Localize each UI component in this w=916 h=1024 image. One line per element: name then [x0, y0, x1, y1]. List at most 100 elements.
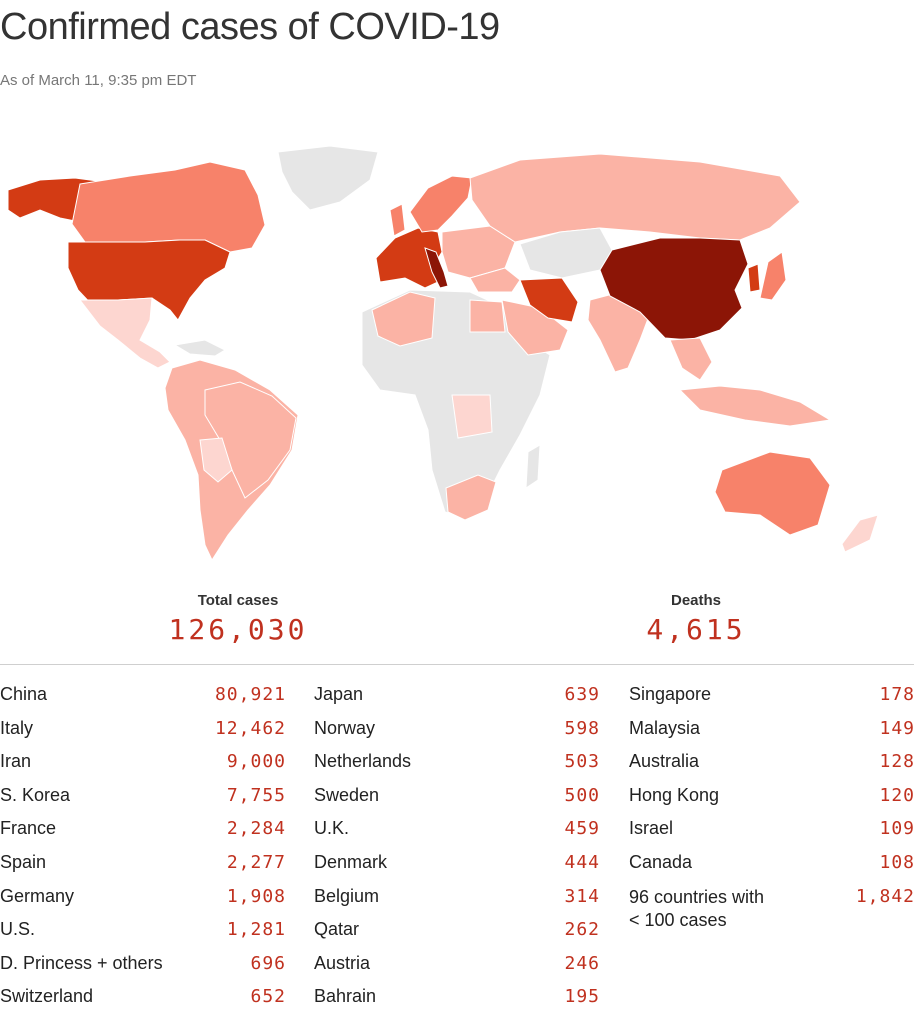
table-row: Germany 1,908	[0, 886, 286, 920]
country-name: Belgium	[314, 885, 380, 906]
country-name: D. Princess + others	[0, 952, 163, 973]
map-canada[interactable]	[71, 161, 266, 253]
table-row: Bahrain 195	[314, 986, 600, 1020]
map-scandinavia[interactable]	[409, 175, 473, 233]
map-japan[interactable]	[759, 251, 787, 301]
chart-subtitle: As of March 11, 9:35 pm EDT	[0, 72, 197, 89]
case-count: 598	[564, 717, 600, 739]
map-russia[interactable]	[469, 153, 801, 243]
case-count: 1,281	[226, 919, 286, 941]
country-name: Singapore	[629, 684, 712, 704]
total-cases-stat: Total cases 126,030	[138, 592, 338, 646]
country-name: Hong Kong	[629, 784, 720, 805]
table-row: U.S. 1,281	[0, 919, 286, 953]
case-count: 12,462	[214, 717, 286, 739]
map-italy[interactable]	[424, 247, 449, 289]
table-row: Hong Kong 120	[629, 785, 915, 819]
map-turkey[interactable]	[469, 267, 521, 293]
map-china[interactable]	[599, 237, 749, 341]
case-count: 1,842	[855, 885, 915, 907]
table-row: S. Korea 7,755	[0, 785, 286, 819]
case-count: 246	[564, 952, 600, 974]
map-madagascar[interactable]	[525, 444, 541, 489]
table-row: Australia 128	[629, 751, 915, 785]
table-row: Japan 639	[314, 684, 600, 718]
country-name: Qatar	[314, 919, 360, 940]
table-row: U.K. 459	[314, 818, 600, 852]
case-count: 195	[564, 986, 600, 1008]
deaths-label: Deaths	[670, 592, 722, 609]
map-iran[interactable]	[519, 277, 579, 323]
table-row: D. Princess + others 696	[0, 953, 286, 987]
country-name: Netherlands	[314, 751, 412, 772]
table-row: 96 countries with < 100 cases 1,842	[629, 885, 915, 930]
table-row: France 2,284	[0, 818, 286, 852]
map-korea[interactable]	[747, 263, 761, 293]
case-count: 7,755	[226, 784, 286, 806]
table-row: Austria 246	[314, 953, 600, 987]
map-south-africa[interactable]	[445, 474, 497, 521]
map-north-africa[interactable]	[371, 291, 436, 347]
case-count: 500	[564, 784, 600, 806]
country-name: Italy	[0, 717, 34, 738]
case-count: 178	[879, 684, 915, 705]
map-central-africa[interactable]	[451, 394, 493, 439]
country-name: Israel	[629, 818, 674, 839]
case-count: 128	[879, 751, 915, 773]
country-name: S. Korea	[0, 784, 71, 805]
table-column-3: Singapore 178 Malaysia 149 Australia 128 Hong …	[629, 684, 915, 930]
country-name: China	[0, 684, 48, 704]
map-indonesia[interactable]	[678, 385, 832, 427]
table-row: China 80,921	[0, 684, 286, 718]
country-name: Canada	[629, 851, 693, 872]
country-name: Bahrain	[314, 986, 377, 1007]
case-count: 109	[879, 818, 915, 840]
country-name: Spain	[0, 851, 47, 872]
total-cases-value: 126,030	[168, 613, 308, 646]
table-row: Norway 598	[314, 718, 600, 752]
map-egypt[interactable]	[469, 299, 506, 333]
map-new-zealand[interactable]	[841, 514, 879, 553]
country-name: Germany	[0, 885, 75, 906]
map-brazil[interactable]	[204, 381, 297, 499]
case-count: 503	[564, 751, 600, 773]
country-name: 96 countries with < 100 cases	[629, 886, 765, 930]
table-row: Canada 108	[629, 852, 915, 886]
case-count: 459	[564, 818, 600, 840]
case-count: 80,921	[214, 684, 286, 705]
divider	[0, 664, 914, 665]
case-count: 9,000	[226, 751, 286, 773]
map-uk[interactable]	[389, 203, 406, 237]
country-name: Malaysia	[629, 717, 701, 738]
case-count: 2,277	[226, 851, 286, 873]
table-row: Qatar 262	[314, 919, 600, 953]
map-bolivia[interactable]	[199, 437, 233, 483]
deaths-value: 4,615	[646, 613, 746, 646]
table-row: Denmark 444	[314, 852, 600, 886]
country-name: Iran	[0, 751, 32, 772]
map-australia[interactable]	[714, 451, 831, 536]
total-cases-label: Total cases	[197, 592, 279, 609]
table-row: Malaysia 149	[629, 718, 915, 752]
country-name: Denmark	[314, 851, 388, 872]
table-row: Netherlands 503	[314, 751, 600, 785]
chart-title: Confirmed cases of COVID-19	[0, 6, 500, 48]
country-name: Norway	[314, 717, 376, 738]
table-column-1: China 80,921 Italy 12,462 Iran 9,000 S. Korea 7…	[0, 684, 286, 1020]
deaths-stat: Deaths 4,615	[596, 592, 796, 646]
world-map	[7, 145, 879, 562]
country-name: U.S.	[0, 919, 36, 940]
table-row: Belgium 314	[314, 886, 600, 920]
map-southeast-asia[interactable]	[669, 337, 713, 381]
case-count: 120	[879, 784, 915, 806]
table-row: Spain 2,277	[0, 852, 286, 886]
map-caribbean[interactable]	[173, 339, 227, 357]
map-mexico[interactable]	[78, 297, 171, 369]
case-count: 696	[250, 952, 286, 974]
map-greenland[interactable]	[277, 145, 379, 211]
country-name: France	[0, 818, 57, 839]
case-count: 262	[564, 919, 600, 941]
table-row: Iran 9,000	[0, 751, 286, 785]
case-count: 2,284	[226, 818, 286, 840]
case-count: 639	[564, 684, 600, 705]
